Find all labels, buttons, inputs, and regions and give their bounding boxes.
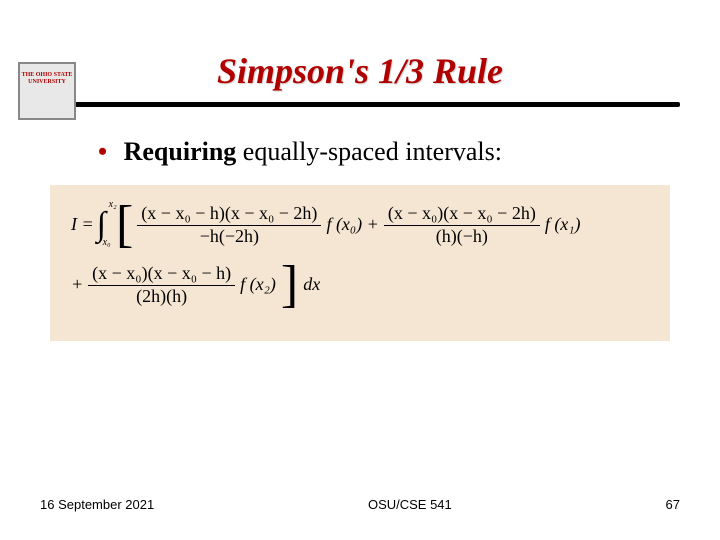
term2-den: (h)(−h) <box>384 226 540 248</box>
integral-lower: x₀ <box>103 237 111 249</box>
logo-text: THE OHIO STATE UNIVERSITY <box>22 72 73 85</box>
term1-den: −h(−2h) <box>137 226 321 248</box>
integral-symbol: ∫ x₂ x₀ <box>97 205 106 246</box>
page-title: Simpson's 1/3 Rule <box>40 50 680 92</box>
dx: dx <box>303 274 320 296</box>
term2-fx: f (x₁) <box>545 214 581 236</box>
I-equals: I = <box>71 214 94 236</box>
slide: THE OHIO STATE UNIVERSITY Simpson's 1/3 … <box>0 0 720 540</box>
divider-bar <box>74 102 680 107</box>
fraction-term-2: (x − x₀)(x − x₀ − 2h) (h)(−h) <box>384 203 540 247</box>
term3-fx: f (x₂) <box>240 274 276 296</box>
fraction-term-3: (x − x₀)(x − x₀ − h) (2h)(h) <box>88 263 235 307</box>
term1-num: (x − x₀ − h)(x − x₀ − 2h) <box>137 203 321 226</box>
plus-sign: + <box>71 274 83 296</box>
footer-date: 16 September 2021 <box>40 497 154 512</box>
bullet-lead: Requiring <box>124 137 237 166</box>
integral-upper: x₂ <box>109 199 117 211</box>
term3-num: (x − x₀)(x − x₀ − h) <box>88 263 235 286</box>
term2-num: (x − x₀)(x − x₀ − 2h) <box>384 203 540 226</box>
term1-fx: f (x₀) + <box>326 214 378 236</box>
ohio-state-logo: THE OHIO STATE UNIVERSITY <box>18 62 76 120</box>
footer: 16 September 2021 OSU/CSE 541 67 <box>40 497 680 512</box>
fraction-term-1: (x − x₀ − h)(x − x₀ − 2h) −h(−2h) <box>137 203 321 247</box>
footer-page: 67 <box>666 497 680 512</box>
bullet-rest: equally-spaced intervals: <box>236 137 502 166</box>
formula-line-2: + (x − x₀)(x − x₀ − h) (2h)(h) f (x₂) ] … <box>68 263 652 307</box>
formula-panel: I = ∫ x₂ x₀ [ (x − x₀ − h)(x − x₀ − 2h) … <box>50 185 670 341</box>
bullet-line: • Requiring equally-spaced intervals: <box>98 137 680 167</box>
footer-course: OSU/CSE 541 <box>368 497 452 512</box>
bullet-icon: • <box>98 137 107 166</box>
term3-den: (2h)(h) <box>88 286 235 308</box>
formula-line-1: I = ∫ x₂ x₀ [ (x − x₀ − h)(x − x₀ − 2h) … <box>68 203 652 247</box>
close-bracket-icon: ] <box>281 264 298 306</box>
open-bracket-icon: [ <box>116 204 133 246</box>
